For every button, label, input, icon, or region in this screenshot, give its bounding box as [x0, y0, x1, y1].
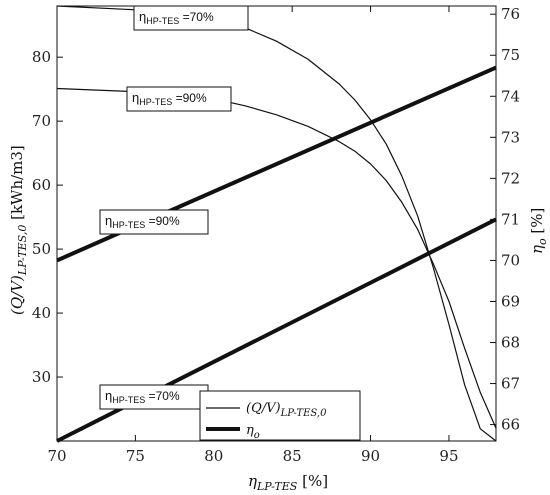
annotation-label: ηHP-TES =90%	[132, 90, 207, 107]
annotation-box	[99, 209, 209, 235]
series-line-1	[56, 87, 497, 429]
plot-frame	[56, 5, 497, 442]
x-tick-label: 70	[47, 447, 66, 465]
x-tick-label: 85	[283, 447, 302, 465]
annotation-label: ηHP-TES =90%	[105, 213, 180, 230]
y-tick-label-left: 60	[32, 176, 51, 194]
x-tick-label: 75	[126, 447, 145, 465]
svg-text:(Q/V)LP-TES,0 [kWh/m3]: (Q/V)LP-TES,0 [kWh/m3]	[8, 145, 29, 315]
y-axis-label-left: (Q/V)LP-TES,0 [kWh/m3]	[8, 145, 29, 315]
y-tick-label-right: 73	[501, 128, 520, 146]
x-tick-label: 90	[361, 447, 380, 465]
y-tick-label-right: 70	[501, 251, 520, 269]
y-tick-label-right: 76	[501, 5, 520, 23]
annotation-label: ηHP-TES =70%	[139, 9, 214, 26]
legend-entry-1: ηo	[246, 423, 260, 441]
tick-layer: 70 75 80 85 90 95 30 40 50 60 70 80 66 67 68 69 70 71 72 73…	[32, 5, 520, 465]
x-tick-label: 95	[439, 447, 458, 465]
y-tick-label-right: 74	[501, 87, 520, 105]
annotation-3: ηHP-TES =70%	[99, 384, 209, 410]
y-tick-label-right: 67	[501, 375, 520, 393]
y-axis-label-right: ηo [%]	[528, 208, 549, 254]
y-tick-label-left: 30	[32, 368, 51, 386]
y-tick-label-right: 71	[501, 210, 520, 228]
annotation-box	[133, 5, 249, 31]
y-tick-label-left: 50	[32, 240, 51, 258]
y-tick-label-right: 72	[501, 169, 520, 187]
annotation-2: ηHP-TES =90%	[99, 209, 209, 235]
y-tick-label-right: 69	[501, 292, 520, 310]
y-tick-label-left: 40	[32, 304, 51, 322]
annotation-0: ηHP-TES =70%	[133, 5, 249, 31]
svg-text:ηLP-TES [%]: ηLP-TES [%]	[248, 472, 328, 493]
x-axis-label: ηLP-TES [%]	[248, 472, 328, 493]
legend-box	[199, 390, 361, 441]
annotation-1: ηHP-TES =90%	[126, 86, 232, 112]
y-tick-label-right: 75	[501, 46, 520, 64]
legend-entry-0: (Q/V)LP-TES,0	[246, 401, 327, 419]
annotation-layer: ηHP-TES =70% ηHP-TES =90% ηHP-TES =90% ηHP-…	[99, 5, 249, 410]
x-tick-label: 80	[204, 447, 223, 465]
y-tick-label-right: 68	[501, 334, 520, 352]
y-tick-label-left: 70	[32, 112, 51, 130]
svg-text:ηo [%]: ηo [%]	[528, 208, 549, 254]
annotation-box	[126, 86, 232, 112]
y-tick-label-left: 80	[32, 48, 51, 66]
legend: (Q/V)LP-TES,0 ηo	[199, 390, 361, 441]
annotation-label: ηHP-TES =70%	[105, 388, 180, 405]
y-tick-label-right: 66	[501, 416, 520, 434]
